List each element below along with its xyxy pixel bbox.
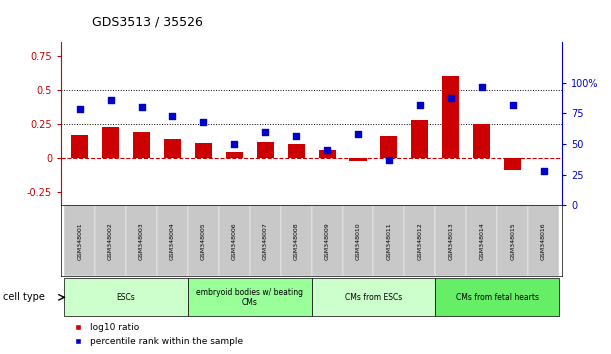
Bar — [473, 124, 490, 158]
Text: GSM348005: GSM348005 — [201, 222, 206, 259]
Text: GSM348008: GSM348008 — [294, 222, 299, 259]
Text: ESCs: ESCs — [117, 293, 136, 302]
Bar — [71, 135, 88, 158]
Text: GSM348011: GSM348011 — [386, 222, 392, 259]
Text: GSM348004: GSM348004 — [170, 222, 175, 259]
Text: GSM348013: GSM348013 — [448, 222, 453, 259]
Point — [477, 84, 486, 90]
Point — [260, 129, 270, 135]
Bar — [64, 205, 95, 276]
Text: GSM348001: GSM348001 — [77, 222, 82, 259]
Bar — [312, 278, 435, 316]
Point — [229, 141, 239, 147]
Text: embryoid bodies w/ beating
CMs: embryoid bodies w/ beating CMs — [196, 288, 303, 307]
Bar — [95, 205, 126, 276]
Point — [384, 157, 394, 163]
Point — [508, 102, 518, 108]
Bar — [504, 158, 521, 170]
Bar — [411, 120, 428, 158]
Bar — [188, 278, 312, 316]
Bar — [442, 76, 459, 158]
Legend: log10 ratio, percentile rank within the sample: log10 ratio, percentile rank within the … — [65, 320, 247, 349]
Point — [353, 131, 363, 137]
Bar — [343, 205, 373, 276]
Bar — [381, 136, 397, 158]
Text: cell type: cell type — [3, 292, 45, 302]
Bar — [164, 139, 181, 158]
Bar — [64, 278, 188, 316]
Bar — [349, 158, 367, 161]
Point — [137, 104, 147, 110]
Text: GSM348007: GSM348007 — [263, 222, 268, 259]
Bar — [312, 205, 343, 276]
Bar — [528, 205, 559, 276]
Point — [75, 106, 84, 112]
Bar — [318, 150, 335, 158]
Bar — [373, 205, 404, 276]
Text: GSM348009: GSM348009 — [324, 222, 329, 259]
Point — [291, 133, 301, 138]
Text: GSM348015: GSM348015 — [510, 222, 515, 259]
Bar — [226, 152, 243, 158]
Bar — [435, 205, 466, 276]
Bar — [195, 143, 212, 158]
Text: GSM348010: GSM348010 — [356, 222, 360, 259]
Text: GSM348014: GSM348014 — [479, 222, 484, 259]
Bar — [404, 205, 435, 276]
Text: CMs from ESCs: CMs from ESCs — [345, 293, 402, 302]
Point — [199, 119, 208, 125]
Point — [106, 97, 115, 103]
Text: GSM348006: GSM348006 — [232, 222, 237, 259]
Bar — [188, 205, 219, 276]
Point — [446, 95, 456, 101]
Bar — [157, 205, 188, 276]
Text: CMs from fetal hearts: CMs from fetal hearts — [456, 293, 539, 302]
Bar — [280, 205, 312, 276]
Bar — [497, 205, 528, 276]
Point — [415, 102, 425, 108]
Bar — [435, 278, 559, 316]
Bar — [250, 205, 280, 276]
Bar — [126, 205, 157, 276]
Point — [167, 113, 177, 119]
Text: GDS3513 / 35526: GDS3513 / 35526 — [92, 15, 202, 28]
Text: GSM348002: GSM348002 — [108, 222, 113, 259]
Text: GSM348012: GSM348012 — [417, 222, 422, 259]
Bar — [219, 205, 250, 276]
Point — [322, 147, 332, 153]
Bar — [466, 205, 497, 276]
Text: GSM348016: GSM348016 — [541, 222, 546, 259]
Point — [539, 168, 549, 174]
Text: GSM348003: GSM348003 — [139, 222, 144, 259]
Bar — [102, 127, 119, 158]
Bar — [257, 142, 274, 158]
Bar — [133, 132, 150, 158]
Bar — [288, 144, 305, 158]
